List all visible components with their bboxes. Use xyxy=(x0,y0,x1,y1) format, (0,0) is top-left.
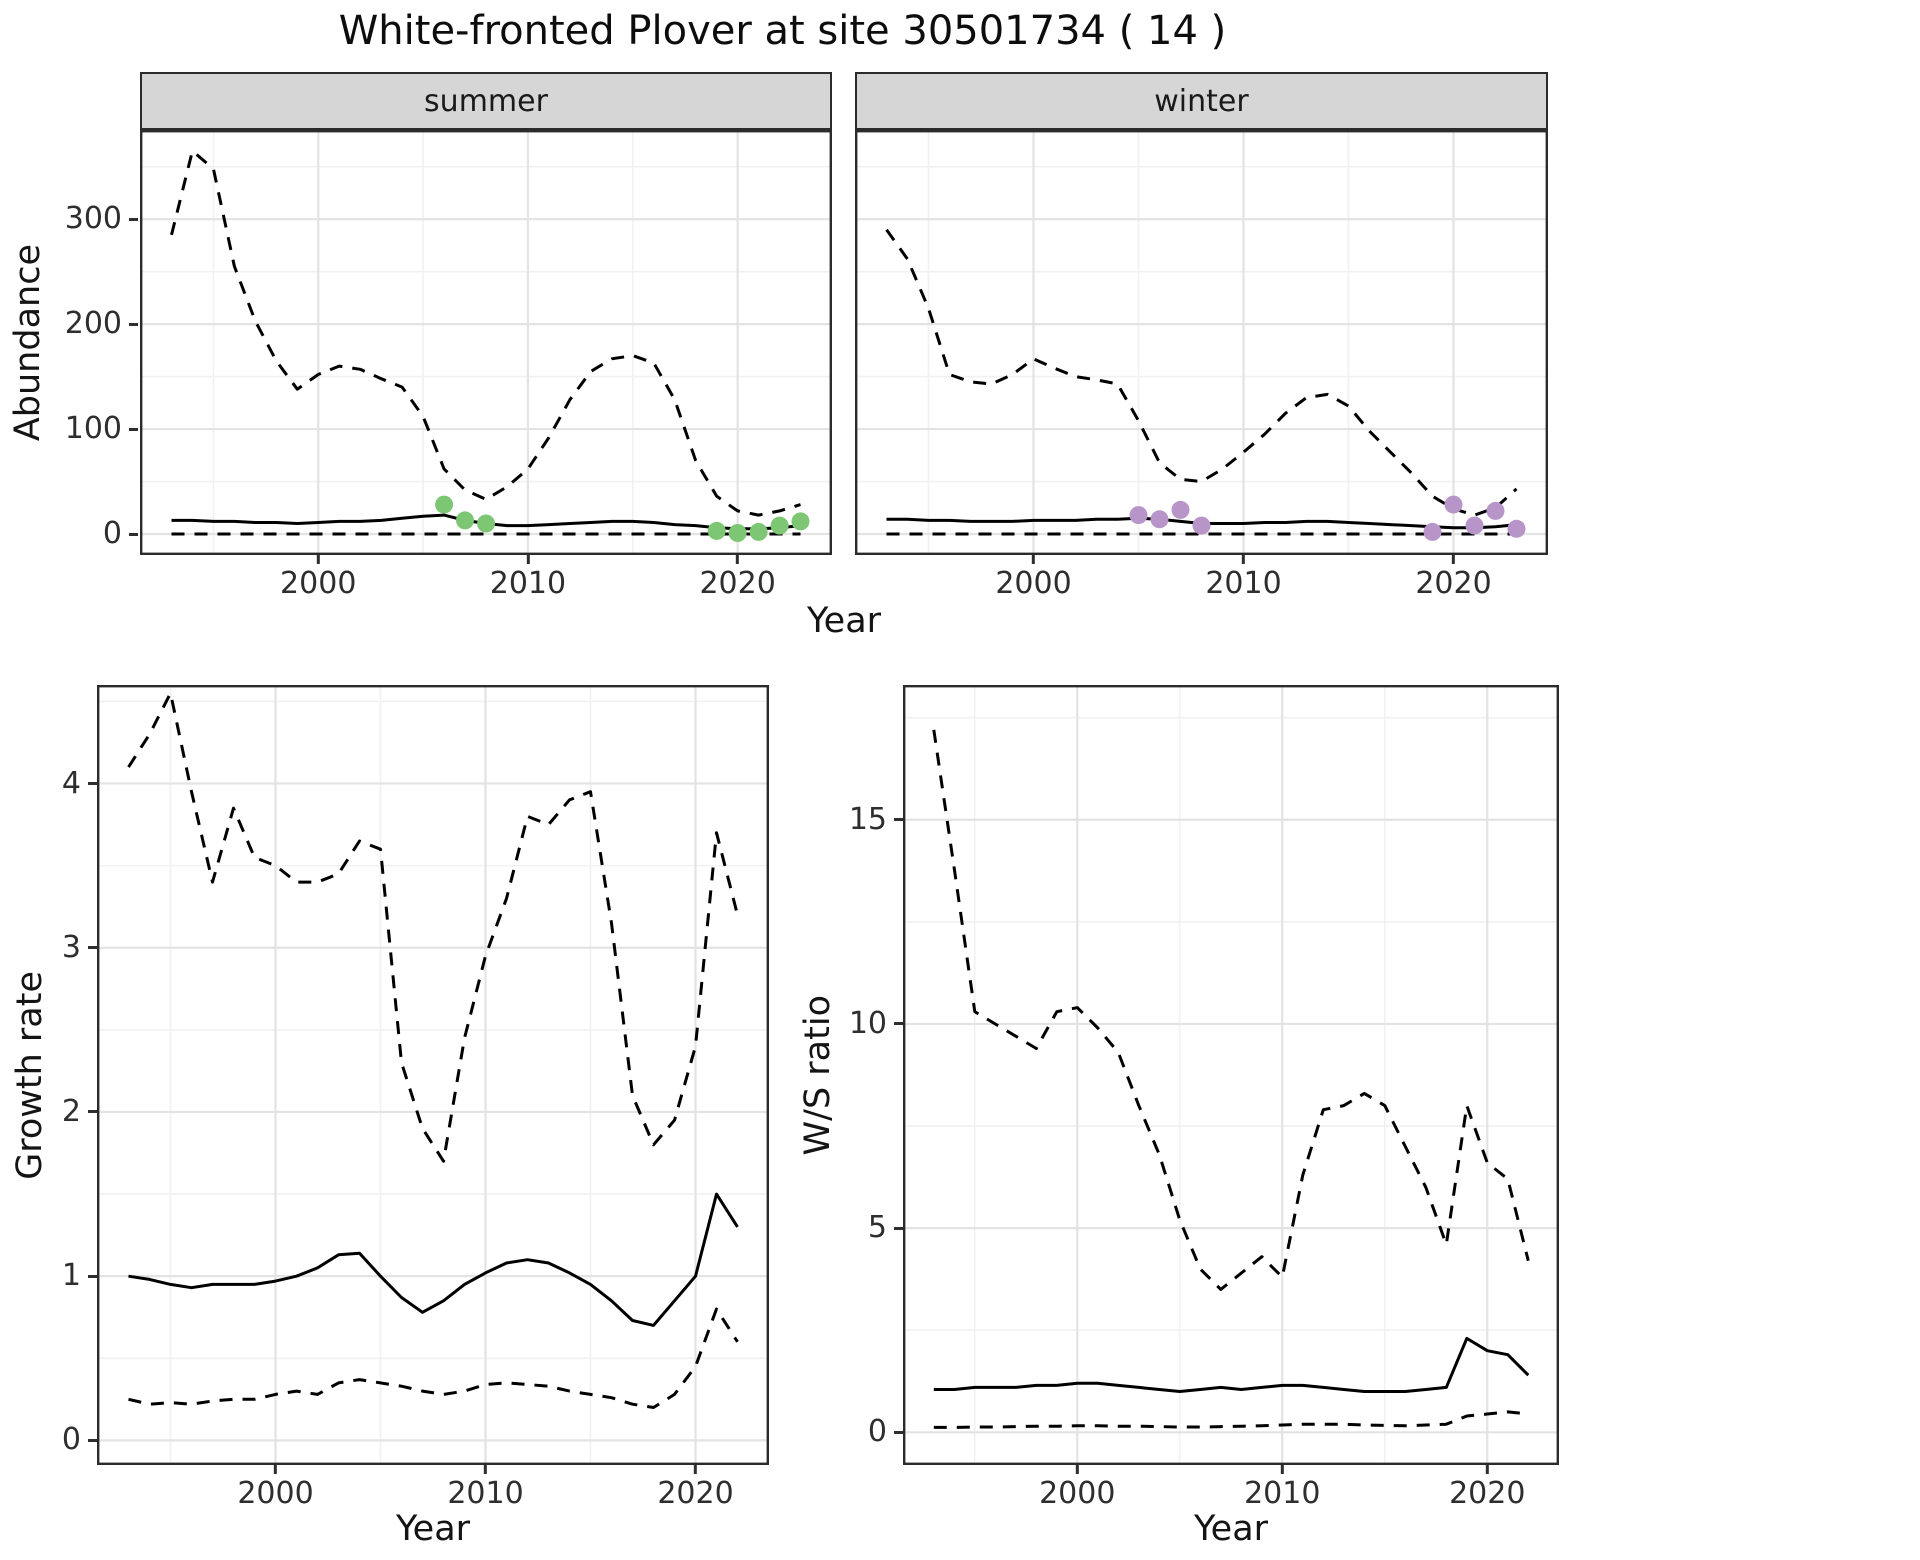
summer-x-ticks: 2000 2010 2020 xyxy=(140,555,832,601)
y-tick-label: 2 xyxy=(62,1096,97,1127)
top-x-axis-label: Year xyxy=(806,601,882,641)
abundance-summer-chart xyxy=(140,130,832,555)
facet-strip-summer-label: summer xyxy=(424,83,548,119)
winter-x-ticks: 2000 2010 2020 xyxy=(855,555,1548,601)
y-tick-label: 10 xyxy=(849,1008,903,1039)
growth-rate-chart xyxy=(97,685,769,1465)
y-tick-label: 100 xyxy=(65,414,138,444)
x-tick-label: 2020 xyxy=(699,555,776,599)
x-tick-label: 2020 xyxy=(657,1465,734,1509)
growth-rate-x-axis-label: Year xyxy=(395,1509,471,1549)
ws-ratio-x-ticks: 2000 2010 2020 xyxy=(903,1465,1559,1509)
x-tick-label: 2010 xyxy=(490,555,566,599)
x-tick-label: 2010 xyxy=(1205,555,1282,599)
plot-title: White-fronted Plover at site 30501734 ( … xyxy=(338,8,1227,54)
facet-strip-winter-label: winter xyxy=(1154,83,1249,119)
facet-strip-summer: summer xyxy=(140,72,832,130)
y-tick-label: 1 xyxy=(62,1261,97,1291)
y-tick-label: 300 xyxy=(65,204,138,234)
x-tick-label: 2000 xyxy=(995,555,1072,599)
ws-ratio-y-axis-label: W/S ratio xyxy=(798,994,838,1156)
y-tick-label: 15 xyxy=(849,804,903,835)
x-tick-label: 2010 xyxy=(447,1465,524,1509)
abundance-y-ticks: 0 100 200 300 xyxy=(52,130,138,555)
abundance-y-axis-label: Abundance xyxy=(8,243,48,442)
y-tick-label: 0 xyxy=(62,1425,97,1455)
x-tick-label: 2010 xyxy=(1244,1465,1320,1509)
growth-rate-x-ticks: 2000 2010 2020 xyxy=(97,1465,769,1509)
y-tick-label: 5 xyxy=(868,1213,903,1243)
abundance-winter-chart xyxy=(855,130,1548,555)
growth-rate-y-axis-label: Growth rate xyxy=(10,970,50,1180)
x-tick-label: 2000 xyxy=(280,555,356,599)
x-tick-label: 2000 xyxy=(237,1465,314,1509)
growth-rate-y-ticks: 0 1 2 3 4 xyxy=(50,685,97,1465)
x-tick-label: 2000 xyxy=(1039,1465,1115,1509)
facet-strip-winter: winter xyxy=(855,72,1548,130)
y-tick-label: 0 xyxy=(103,519,138,549)
ws-ratio-x-axis-label: Year xyxy=(1193,1509,1269,1549)
y-tick-label: 0 xyxy=(868,1417,903,1447)
ws-ratio-y-ticks: 0 5 10 15 xyxy=(840,685,903,1465)
x-tick-label: 2020 xyxy=(1415,555,1492,599)
y-tick-label: 200 xyxy=(65,309,138,339)
y-tick-label: 3 xyxy=(62,932,97,963)
y-tick-label: 4 xyxy=(62,768,97,799)
ws-ratio-chart xyxy=(903,685,1559,1465)
x-tick-label: 2020 xyxy=(1449,1465,1525,1509)
